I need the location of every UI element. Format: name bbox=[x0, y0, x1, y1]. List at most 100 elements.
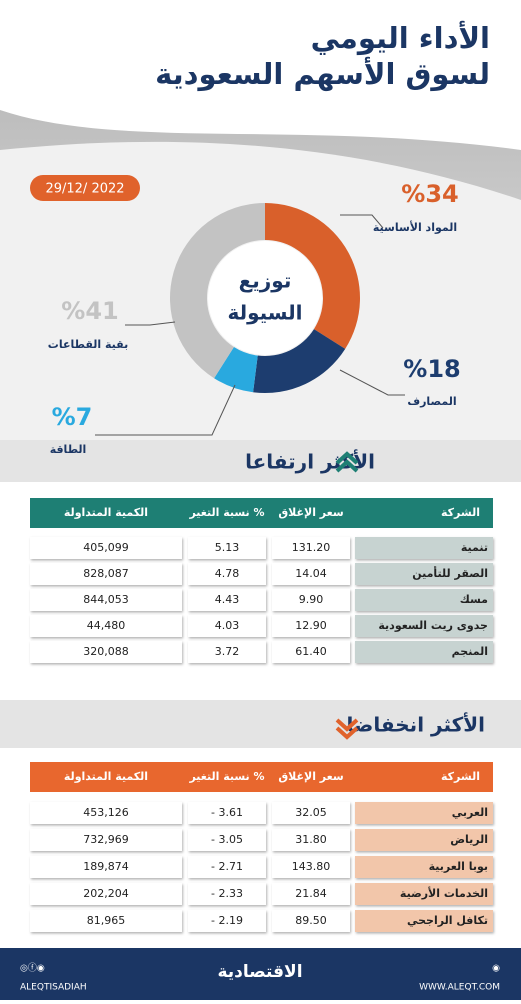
value-label: %41 bbox=[61, 297, 118, 325]
cell bbox=[355, 856, 493, 878]
donut-segment bbox=[265, 203, 360, 349]
cell bbox=[188, 883, 266, 905]
table-header bbox=[30, 762, 493, 792]
cell-value: - 2.33 bbox=[211, 887, 243, 900]
footer-band bbox=[0, 948, 521, 1000]
leader-line bbox=[125, 321, 176, 326]
cell-value: 81,965 bbox=[87, 914, 126, 927]
header-cell: سعر الإغلاق bbox=[278, 770, 343, 783]
date-pill bbox=[30, 175, 140, 201]
cell bbox=[188, 829, 266, 851]
cell bbox=[272, 641, 350, 663]
cell-value: 131.20 bbox=[292, 541, 331, 554]
cell-value: 320,088 bbox=[83, 645, 129, 658]
header-cell: نسبة التغير % bbox=[188, 506, 264, 519]
header-cell: سعر الإغلاق bbox=[278, 506, 343, 519]
cell bbox=[355, 615, 493, 637]
section-band bbox=[0, 700, 521, 748]
down-icon bbox=[335, 718, 359, 740]
company: الخدمات الأرضية bbox=[400, 886, 488, 900]
header-cell: الشركة bbox=[441, 770, 480, 783]
cell bbox=[188, 856, 266, 878]
cell bbox=[355, 802, 493, 824]
cell-value: 9.90 bbox=[299, 593, 324, 606]
logo: الاقتصادية bbox=[217, 962, 302, 982]
section-band bbox=[0, 440, 521, 482]
cell-value: 14.04 bbox=[295, 567, 327, 580]
category-label: الطاقة bbox=[50, 443, 87, 456]
category-label: المواد الأساسية bbox=[373, 220, 457, 234]
cell-value: - 2.71 bbox=[211, 860, 243, 873]
cell bbox=[188, 589, 266, 611]
cell bbox=[355, 589, 493, 611]
cell bbox=[188, 641, 266, 663]
cell bbox=[30, 802, 182, 824]
cell bbox=[272, 802, 350, 824]
cell-value: 32.05 bbox=[295, 806, 327, 819]
cell bbox=[355, 641, 493, 663]
cell-value: 5.13 bbox=[215, 541, 240, 554]
cell-value: 31.80 bbox=[295, 833, 327, 846]
cell-value: 828,087 bbox=[83, 567, 129, 580]
cell bbox=[355, 537, 493, 559]
header-cell: الشركة bbox=[441, 506, 480, 519]
cell-value: 844,053 bbox=[83, 593, 129, 606]
category-label: بقية القطاعات bbox=[48, 338, 128, 351]
site: WWW.ALEQT.COM bbox=[419, 983, 500, 993]
cell-value: 4.43 bbox=[215, 593, 240, 606]
cell bbox=[188, 910, 266, 932]
cell bbox=[272, 883, 350, 905]
cell-value: 61.40 bbox=[295, 645, 327, 658]
donut-hole bbox=[208, 241, 322, 355]
cell bbox=[272, 829, 350, 851]
company: العربي bbox=[452, 806, 488, 819]
cell bbox=[30, 883, 182, 905]
company: الرياض bbox=[450, 833, 488, 846]
value-label: %34 bbox=[401, 180, 458, 208]
cell bbox=[272, 589, 350, 611]
cell bbox=[272, 856, 350, 878]
cell bbox=[30, 856, 182, 878]
center-label: توزيع bbox=[239, 269, 292, 293]
company: تكافل الراجحي bbox=[407, 914, 488, 927]
cell-value: 4.78 bbox=[215, 567, 240, 580]
company: الصقر للتأمين bbox=[412, 566, 488, 580]
company: جدوى ريت السعودية bbox=[378, 619, 488, 632]
category-label: المصارف bbox=[407, 395, 456, 408]
cell bbox=[188, 802, 266, 824]
cell-value: - 3.05 bbox=[211, 833, 243, 846]
cell-value: 732,969 bbox=[83, 833, 129, 846]
header-cell: الكمية المتداولة bbox=[64, 770, 148, 783]
cell bbox=[355, 883, 493, 905]
social-icons: ◎ⓕ◉ bbox=[20, 963, 45, 974]
cell-value: 405,099 bbox=[83, 541, 129, 554]
leader-line bbox=[95, 384, 236, 436]
center-label: السيولة bbox=[227, 301, 302, 325]
cell bbox=[30, 829, 182, 851]
cell bbox=[30, 563, 182, 585]
company: بوبا العربية bbox=[429, 860, 488, 873]
cell bbox=[188, 537, 266, 559]
value-label: %7 bbox=[52, 403, 93, 431]
cell-value: 12.90 bbox=[295, 619, 327, 632]
table-header bbox=[30, 498, 493, 528]
cell-value: 89.50 bbox=[295, 914, 327, 927]
cell bbox=[355, 563, 493, 585]
cell-value: 143.80 bbox=[292, 860, 331, 873]
title-line: لسوق الأسهم السعودية bbox=[155, 56, 490, 91]
cell bbox=[355, 910, 493, 932]
cell bbox=[272, 910, 350, 932]
cell-value: 189,874 bbox=[83, 860, 129, 873]
donut-segment bbox=[253, 329, 346, 393]
value-label: %18 bbox=[403, 355, 460, 383]
section-title: الأكثر انخفاضا bbox=[347, 712, 485, 737]
cell bbox=[30, 910, 182, 932]
cell-value: 202,204 bbox=[83, 887, 129, 900]
cell bbox=[188, 563, 266, 585]
cell bbox=[272, 537, 350, 559]
up-icon bbox=[335, 451, 359, 473]
date: 29/12/ 2022 bbox=[45, 182, 124, 197]
company: المنجم bbox=[452, 645, 488, 658]
cell bbox=[272, 563, 350, 585]
